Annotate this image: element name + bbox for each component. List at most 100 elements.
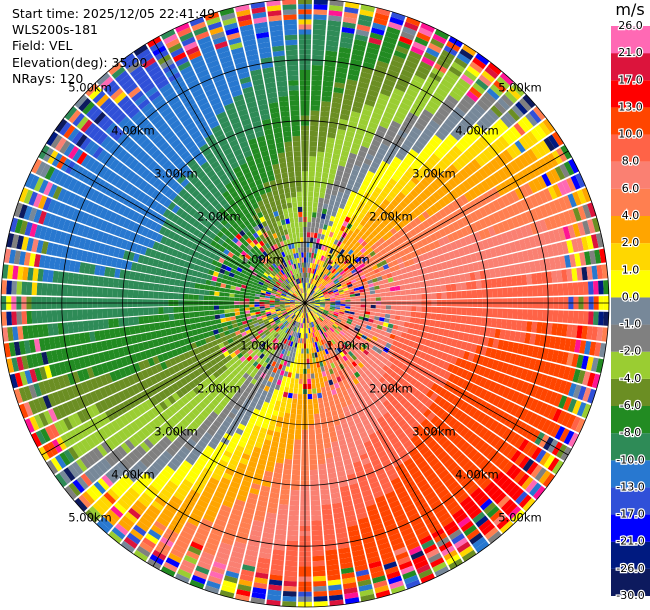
field-label: Field: VEL bbox=[12, 38, 73, 54]
velocity-gate bbox=[511, 216, 520, 228]
velocity-gate bbox=[291, 372, 296, 379]
velocity-gate bbox=[403, 157, 413, 166]
velocity-gate bbox=[373, 70, 386, 79]
velocity-gate bbox=[308, 272, 311, 279]
velocity-gate bbox=[430, 313, 437, 320]
velocity-gate bbox=[327, 20, 342, 27]
velocity-gate bbox=[466, 307, 473, 316]
velocity-gate bbox=[344, 253, 351, 259]
velocity-gate bbox=[446, 260, 453, 269]
velocity-gate bbox=[309, 459, 318, 466]
velocity-gate bbox=[342, 98, 353, 106]
velocity-gate bbox=[367, 233, 375, 241]
velocity-gate bbox=[317, 233, 322, 239]
velocity-gate bbox=[488, 214, 497, 225]
velocity-gate bbox=[321, 391, 328, 398]
velocity-gate bbox=[343, 93, 355, 101]
velocity-gate bbox=[454, 239, 463, 249]
velocity-gate bbox=[323, 274, 328, 280]
velocity-gate bbox=[319, 407, 325, 414]
velocity-gate bbox=[298, 383, 303, 390]
velocity-gate bbox=[402, 64, 416, 74]
velocity-gate bbox=[507, 287, 513, 298]
velocity-gate bbox=[337, 285, 343, 290]
velocity-gate bbox=[279, 498, 289, 505]
velocity-gate bbox=[405, 289, 412, 295]
velocity-gate bbox=[478, 229, 487, 240]
velocity-gate bbox=[332, 232, 338, 239]
velocity-gate bbox=[364, 131, 375, 139]
velocity-gate bbox=[339, 155, 348, 162]
velocity-gate bbox=[374, 289, 381, 294]
velocity-gate bbox=[328, 265, 333, 271]
velocity-gate bbox=[307, 221, 312, 228]
velocity-gate bbox=[338, 277, 344, 282]
velocity-gate bbox=[298, 348, 302, 354]
velocity-gate bbox=[306, 257, 309, 263]
velocity-gate bbox=[433, 240, 441, 249]
velocity-gate bbox=[416, 117, 428, 128]
velocity-gate bbox=[476, 119, 489, 132]
velocity-gate bbox=[318, 293, 324, 297]
velocity-gate bbox=[452, 221, 461, 231]
velocity-gate bbox=[501, 165, 512, 178]
velocity-gate bbox=[311, 520, 322, 526]
velocity-gate bbox=[510, 190, 520, 202]
velocity-gate bbox=[325, 269, 330, 275]
velocity-gate bbox=[293, 449, 301, 455]
velocity-gate bbox=[287, 433, 295, 440]
velocity-gate bbox=[544, 217, 553, 231]
velocity-gate bbox=[338, 51, 351, 59]
velocity-gate bbox=[430, 38, 445, 49]
velocity-gate bbox=[366, 126, 377, 135]
velocity-gate bbox=[385, 106, 397, 116]
velocity-gate bbox=[421, 210, 430, 220]
velocity-gate bbox=[335, 273, 342, 279]
velocity-gate bbox=[522, 134, 535, 148]
velocity-gate bbox=[306, 353, 310, 359]
velocity-gate bbox=[582, 311, 589, 325]
velocity-gate bbox=[392, 115, 404, 125]
velocity-gate bbox=[288, 367, 293, 373]
velocity-gate bbox=[336, 170, 344, 177]
velocity-gate bbox=[405, 311, 412, 317]
velocity-gate bbox=[496, 197, 506, 209]
velocity-gate bbox=[324, 294, 330, 298]
velocity-gate bbox=[407, 180, 417, 189]
velocity-gate bbox=[419, 261, 427, 269]
velocity-gate bbox=[309, 358, 313, 364]
velocity-gate bbox=[306, 338, 309, 344]
velocity-gate bbox=[486, 288, 493, 298]
velocity-gate bbox=[406, 134, 417, 144]
velocity-gate bbox=[377, 55, 391, 64]
velocity-gate bbox=[434, 163, 445, 174]
velocity-gate bbox=[351, 238, 358, 246]
velocity-gate bbox=[288, 510, 299, 516]
velocity-gate bbox=[492, 211, 502, 223]
velocity-gate bbox=[345, 162, 354, 170]
velocity-gate bbox=[309, 464, 318, 471]
velocity-gate bbox=[382, 234, 390, 242]
velocity-gate bbox=[470, 316, 477, 325]
velocity-gate bbox=[346, 271, 353, 277]
velocity-gate bbox=[370, 79, 383, 88]
velocity-gate bbox=[357, 19, 372, 27]
velocity-gate bbox=[446, 94, 459, 106]
velocity-gate bbox=[302, 328, 305, 334]
velocity-gate bbox=[309, 273, 312, 279]
velocity-gate bbox=[382, 186, 392, 195]
velocity-gate bbox=[349, 115, 360, 124]
velocity-gate bbox=[288, 520, 299, 526]
velocity-gate bbox=[280, 401, 287, 408]
velocity-gate bbox=[312, 242, 316, 249]
velocity-gate bbox=[291, 474, 300, 481]
velocity-gate bbox=[354, 234, 361, 242]
velocity-gate bbox=[288, 428, 295, 435]
velocity-gate bbox=[390, 92, 403, 102]
velocity-gate bbox=[328, 199, 335, 206]
velocity-gate bbox=[318, 197, 325, 204]
velocity-gate bbox=[320, 255, 325, 261]
velocity-gate bbox=[306, 287, 308, 294]
velocity-gate bbox=[380, 210, 389, 219]
velocity-gate bbox=[316, 156, 324, 163]
